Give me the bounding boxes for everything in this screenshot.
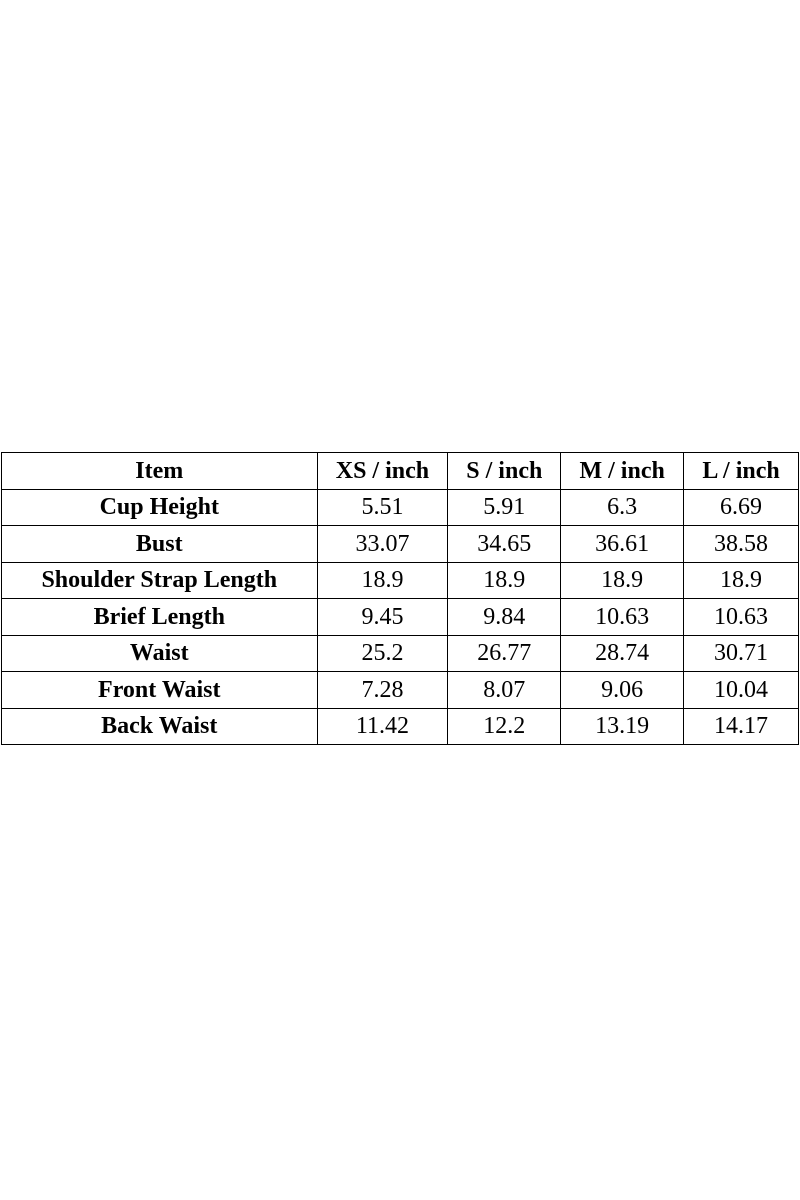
value-cell: 6.3 — [560, 488, 685, 526]
table-row: Waist 25.2 26.77 28.74 30.71 — [1, 634, 799, 672]
value-cell: 9.45 — [316, 598, 449, 636]
item-cell: Bust — [1, 525, 318, 563]
table-row: Back Waist 11.42 12.2 13.19 14.17 — [1, 707, 799, 745]
value-cell: 5.51 — [316, 488, 449, 526]
value-cell: 9.06 — [560, 671, 685, 709]
value-cell: 25.2 — [316, 634, 449, 672]
item-cell: Back Waist — [1, 707, 318, 745]
header-row: Item XS / inch S / inch M / inch L / inch — [1, 452, 799, 490]
value-cell: 10.04 — [683, 671, 799, 709]
table-row: Brief Length 9.45 9.84 10.63 10.63 — [1, 598, 799, 636]
size-table: Item XS / inch S / inch M / inch L / inch Cu… — [1, 452, 799, 745]
value-cell: 36.61 — [560, 525, 685, 563]
value-cell: 14.17 — [683, 707, 799, 745]
value-cell: 28.74 — [560, 634, 685, 672]
value-cell: 30.71 — [683, 634, 799, 672]
item-cell: Brief Length — [1, 598, 318, 636]
header-cell: Item — [1, 452, 318, 490]
table-body: Cup Height 5.51 5.91 6.3 6.69 Bust 33.07 34.65 3… — [1, 488, 799, 745]
table-row: Bust 33.07 34.65 36.61 38.58 — [1, 525, 799, 563]
value-cell: 18.9 — [316, 561, 449, 599]
value-cell: 6.69 — [683, 488, 799, 526]
table-row: Front Waist 7.28 8.07 9.06 10.04 — [1, 671, 799, 709]
value-cell: 18.9 — [560, 561, 685, 599]
value-cell: 13.19 — [560, 707, 685, 745]
value-cell: 7.28 — [316, 671, 449, 709]
value-cell: 10.63 — [683, 598, 799, 636]
value-cell: 12.2 — [447, 707, 562, 745]
value-cell: 26.77 — [447, 634, 562, 672]
value-cell: 38.58 — [683, 525, 799, 563]
value-cell: 18.9 — [683, 561, 799, 599]
header-cell: M / inch — [560, 452, 685, 490]
header-cell: XS / inch — [316, 452, 449, 490]
item-cell: Shoulder Strap Length — [1, 561, 318, 599]
value-cell: 34.65 — [447, 525, 562, 563]
item-cell: Waist — [1, 634, 318, 672]
header-cell: L / inch — [683, 452, 799, 490]
header-cell: S / inch — [447, 452, 562, 490]
table-row: Shoulder Strap Length 18.9 18.9 18.9 18.9 — [1, 561, 799, 599]
value-cell: 8.07 — [447, 671, 562, 709]
value-cell: 10.63 — [560, 598, 685, 636]
value-cell: 5.91 — [447, 488, 562, 526]
item-cell: Cup Height — [1, 488, 318, 526]
table-row: Cup Height 5.51 5.91 6.3 6.69 — [1, 488, 799, 526]
item-cell: Front Waist — [1, 671, 318, 709]
value-cell: 18.9 — [447, 561, 562, 599]
value-cell: 33.07 — [316, 525, 449, 563]
value-cell: 9.84 — [447, 598, 562, 636]
value-cell: 11.42 — [316, 707, 449, 745]
